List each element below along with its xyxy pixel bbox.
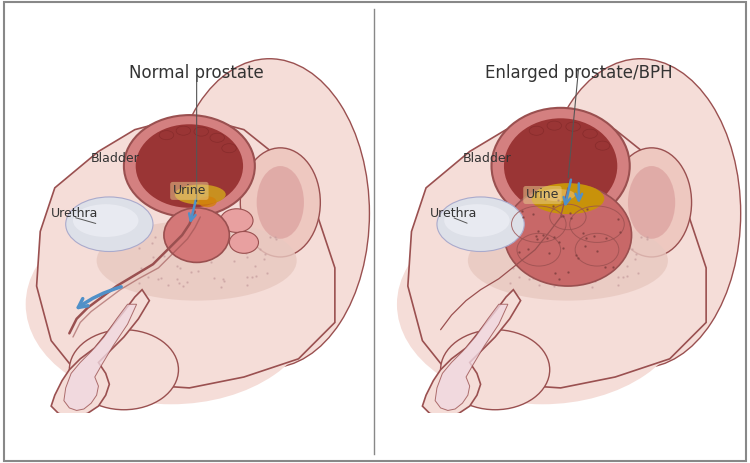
Text: Urine: Urine bbox=[526, 188, 559, 201]
Ellipse shape bbox=[26, 204, 316, 404]
Ellipse shape bbox=[491, 108, 630, 224]
Text: Enlarged prostate/BPH: Enlarged prostate/BPH bbox=[485, 64, 673, 82]
Ellipse shape bbox=[220, 209, 253, 232]
Polygon shape bbox=[379, 50, 524, 195]
Ellipse shape bbox=[468, 220, 668, 300]
Ellipse shape bbox=[628, 166, 675, 239]
Ellipse shape bbox=[397, 204, 688, 404]
Ellipse shape bbox=[532, 183, 605, 214]
Text: Bladder: Bladder bbox=[92, 152, 140, 165]
Ellipse shape bbox=[175, 185, 226, 205]
Text: Bladder: Bladder bbox=[463, 152, 512, 165]
Text: Urethra: Urethra bbox=[51, 207, 98, 220]
Ellipse shape bbox=[440, 330, 550, 410]
Polygon shape bbox=[64, 304, 136, 411]
Ellipse shape bbox=[69, 330, 178, 410]
Ellipse shape bbox=[230, 232, 259, 253]
Polygon shape bbox=[37, 115, 334, 388]
Ellipse shape bbox=[611, 148, 692, 257]
Text: Urine: Urine bbox=[172, 184, 206, 197]
Ellipse shape bbox=[73, 204, 139, 237]
Ellipse shape bbox=[97, 220, 297, 300]
Ellipse shape bbox=[541, 59, 741, 368]
Ellipse shape bbox=[538, 189, 575, 201]
Ellipse shape bbox=[504, 119, 617, 214]
Ellipse shape bbox=[124, 115, 255, 217]
Ellipse shape bbox=[437, 197, 524, 251]
Ellipse shape bbox=[240, 148, 320, 257]
Polygon shape bbox=[422, 290, 520, 417]
Ellipse shape bbox=[66, 197, 153, 251]
Polygon shape bbox=[408, 115, 706, 388]
Ellipse shape bbox=[256, 166, 304, 239]
Ellipse shape bbox=[164, 208, 230, 263]
Ellipse shape bbox=[199, 196, 217, 207]
Ellipse shape bbox=[444, 204, 510, 237]
Ellipse shape bbox=[504, 184, 632, 286]
Ellipse shape bbox=[170, 59, 370, 368]
Ellipse shape bbox=[136, 124, 243, 208]
Polygon shape bbox=[8, 50, 153, 195]
Text: Normal prostate: Normal prostate bbox=[129, 64, 264, 82]
Polygon shape bbox=[435, 304, 508, 411]
Polygon shape bbox=[51, 290, 149, 417]
Text: Urethra: Urethra bbox=[430, 207, 477, 220]
